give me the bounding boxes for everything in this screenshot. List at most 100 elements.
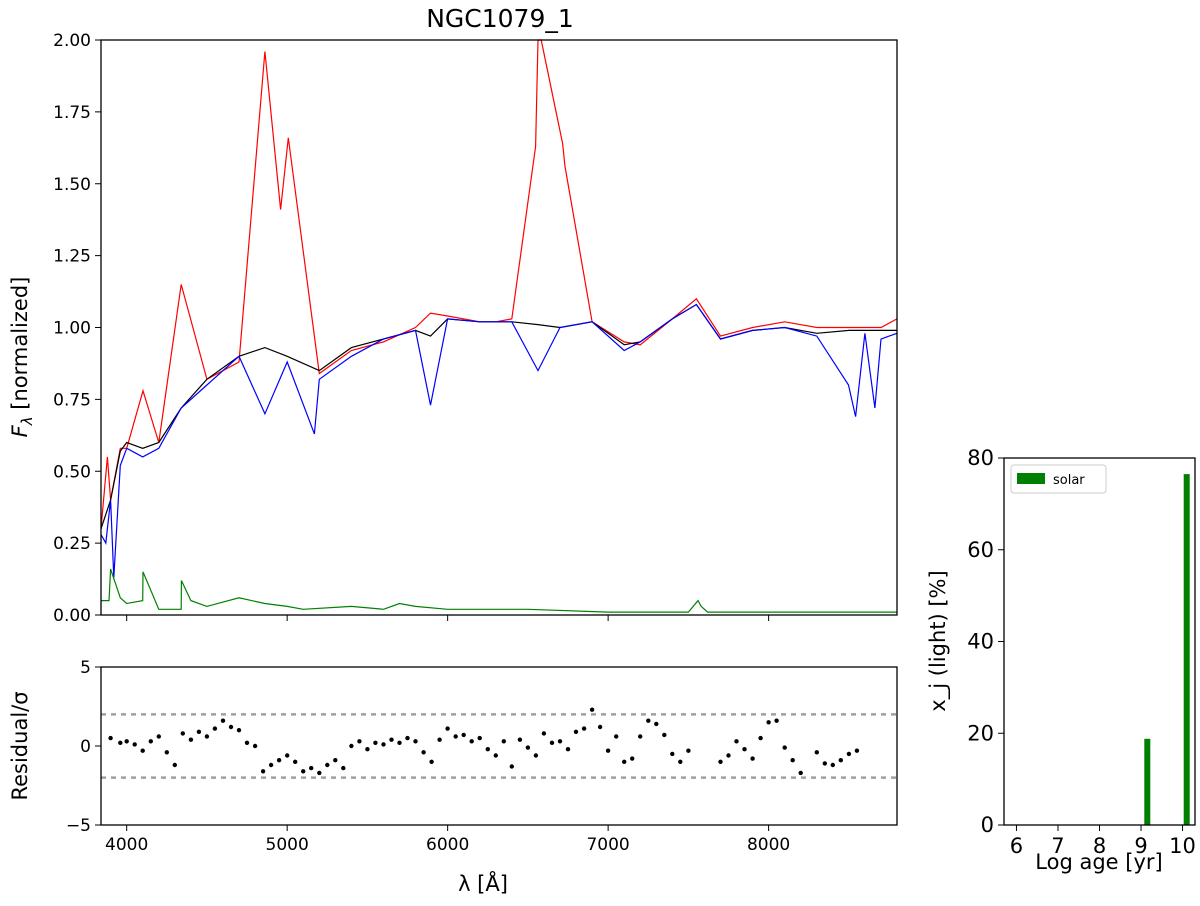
population-legend: solar	[1010, 464, 1107, 494]
population-ytick-label: 20	[967, 721, 994, 745]
residual-point	[533, 753, 539, 758]
residual-point	[204, 734, 210, 739]
residual-point	[349, 743, 354, 749]
residual-axes: −5 0 5 4000 5000 6000 7000 8000	[66, 658, 790, 855]
residual-point	[293, 759, 298, 764]
residual-point	[445, 726, 450, 731]
residual-point	[148, 739, 153, 744]
residual-point	[172, 762, 177, 768]
residual-point	[212, 726, 218, 731]
residual-point	[654, 721, 659, 727]
residual-point	[477, 735, 482, 741]
residual-point	[260, 769, 266, 774]
population-ytick-label: 80	[967, 446, 994, 470]
residual-point	[493, 753, 498, 758]
residual-point	[750, 756, 755, 761]
residual-point	[782, 745, 787, 750]
residual-point	[501, 739, 506, 744]
residual-point	[678, 759, 683, 764]
spectrum-frame	[100, 39, 898, 616]
residual-point	[798, 770, 803, 776]
residual-point	[268, 762, 274, 768]
residual-frame	[100, 666, 898, 826]
residual-point	[413, 739, 418, 744]
residual-ytick-label: −5	[66, 816, 91, 836]
residual-points	[108, 707, 860, 776]
population-axes: 0 20 40 60 80 6 7 8 9 10	[967, 446, 1196, 858]
residual-point	[108, 735, 113, 741]
residual-point	[638, 734, 643, 739]
residual-ytick-label: 0	[80, 737, 91, 757]
spectrum-y-label-sub: λ	[18, 416, 36, 426]
residual-point	[397, 740, 402, 745]
residual-point	[573, 729, 579, 734]
residual-xtick-label: 7000	[586, 835, 629, 855]
residual-x-label: λ [Å]	[458, 870, 508, 896]
residual-point	[429, 759, 434, 764]
residual-point	[341, 765, 346, 771]
spectrum-line-mask	[101, 568, 897, 613]
residual-point	[373, 740, 378, 745]
residual-point	[622, 759, 627, 764]
spectrum-line-best-fit	[100, 303, 898, 578]
residual-point	[389, 737, 394, 742]
spectrum-title: NGC1079_1	[426, 4, 574, 33]
residual-point	[405, 735, 410, 741]
spectrum-ytick-label: 1.25	[53, 247, 91, 267]
residual-point	[517, 737, 523, 742]
spectrum-series	[100, 39, 898, 613]
residual-point	[830, 762, 835, 768]
residual-point	[461, 732, 466, 738]
residual-point	[421, 750, 426, 755]
residual-point	[333, 758, 338, 763]
population-bar	[1144, 738, 1151, 825]
population-y-label: x_j (light) [%]	[926, 570, 951, 711]
population-ytick-label: 60	[967, 538, 994, 562]
population-bar	[1183, 474, 1190, 825]
residual-point	[469, 739, 474, 744]
spectrum-ytick-label: 1.75	[53, 103, 91, 123]
population-xtick-label: 10	[1169, 834, 1196, 858]
residual-point	[325, 762, 330, 768]
spectrum-y-label: Fλ [normalized]	[8, 277, 36, 438]
residual-point	[605, 748, 611, 753]
spectrum-y-label-main: F	[8, 424, 32, 437]
residual-point	[124, 739, 129, 744]
residual-point	[758, 735, 763, 741]
population-ytick-label: 0	[981, 813, 994, 837]
residual-point	[118, 740, 123, 745]
residual-point	[822, 761, 827, 766]
residual-point	[156, 734, 161, 739]
spectrum-ytick-label: 1.50	[53, 175, 91, 195]
residual-point	[164, 750, 169, 755]
spectrum-ytick-label: 2.00	[53, 31, 91, 51]
residual-point	[686, 748, 691, 753]
residual-point	[228, 724, 234, 730]
population-ytick-label: 40	[967, 630, 994, 654]
residual-xtick-label: 4000	[105, 835, 148, 855]
legend-swatch	[1017, 473, 1045, 484]
residual-point	[581, 726, 587, 731]
population-bars	[1144, 474, 1190, 825]
residual-point	[140, 748, 145, 753]
residual-point	[790, 758, 795, 763]
residual-point	[646, 718, 651, 723]
population-frame	[1003, 457, 1196, 826]
residual-point	[846, 751, 852, 757]
residual-point	[549, 740, 555, 745]
residual-y-label: Residual/σ	[8, 691, 32, 800]
residual-point	[630, 756, 635, 761]
residual-point	[317, 770, 322, 776]
residual-point	[309, 765, 314, 771]
residual-point	[244, 740, 250, 745]
residual-point	[838, 758, 843, 763]
spectrum-ytick-label: 0.00	[53, 606, 91, 626]
residual-point	[774, 718, 779, 723]
spectrum-axes: 0.00 0.25 0.50 0.75 1.00 1.25 1.50 1.75 2.00	[53, 31, 770, 626]
residual-point	[565, 747, 571, 752]
residual-xtick-label: 5000	[266, 835, 309, 855]
spectrum-line-synthetic	[100, 303, 897, 529]
population-xtick-label: 7	[1051, 834, 1064, 858]
residual-point	[196, 729, 202, 734]
